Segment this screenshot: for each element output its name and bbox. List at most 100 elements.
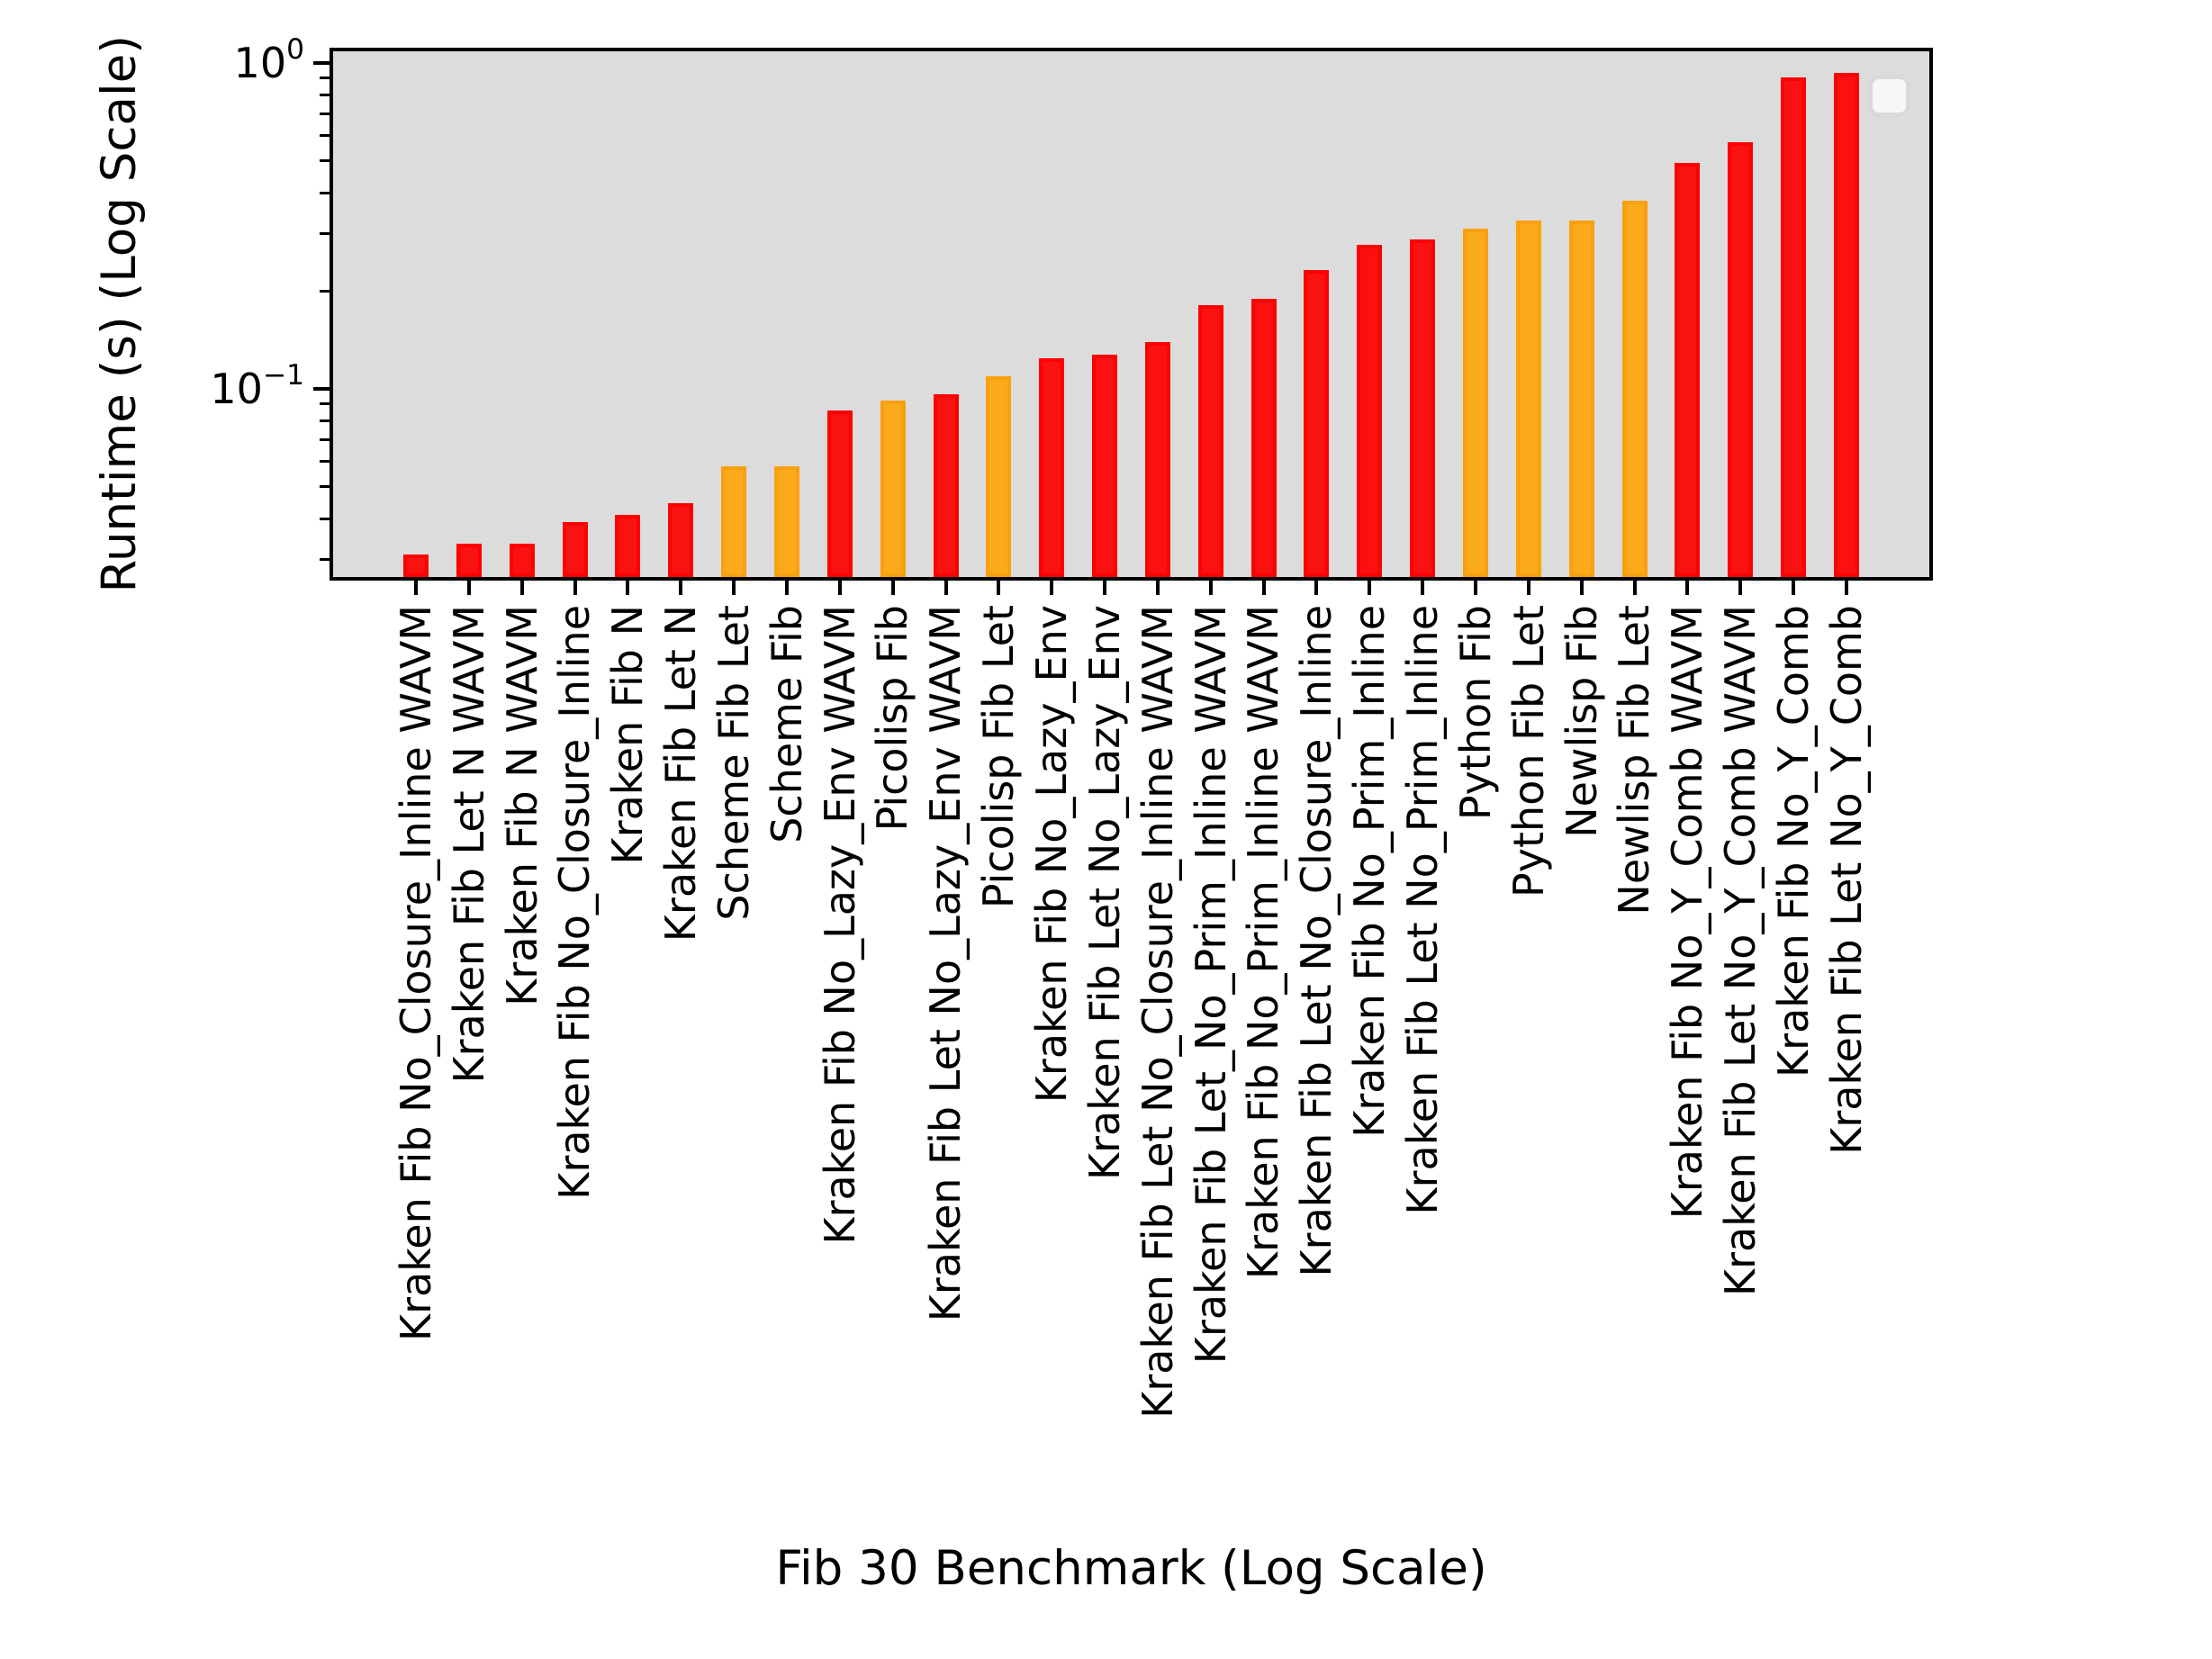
y-minor-tick (320, 77, 330, 80)
x-tick (1632, 581, 1637, 595)
x-tick (1474, 581, 1477, 595)
x-tick (1844, 581, 1848, 595)
x-tick (414, 581, 418, 595)
x-tick (732, 581, 736, 595)
x-tick (1738, 581, 1743, 595)
x-tick-label: Kraken Fib N (600, 605, 655, 864)
x-tick-label: Kraken Fib No_Closure_Inline WAVM (389, 605, 443, 1341)
x-tick-label-text: Kraken Fib N WAVM (497, 605, 546, 1006)
y-axis-label: Runtime (s) (Log Scale) (92, 35, 148, 593)
x-tick-label-text: Kraken Fib Let No_Lazy_Env (1079, 605, 1129, 1181)
x-tick (1261, 581, 1266, 595)
bar (1410, 239, 1436, 577)
x-tick-label: Python Fib Let (1502, 605, 1556, 897)
bar (668, 503, 694, 577)
bar (1463, 229, 1488, 577)
bar (1197, 304, 1223, 577)
x-tick-label-text: Python Fib (1450, 605, 1500, 821)
bar (986, 376, 1012, 577)
x-tick (1792, 581, 1796, 595)
x-tick-label-text: Kraken Fib Let N WAVM (444, 605, 493, 1084)
x-tick (466, 581, 471, 595)
x-tick-label-text: Picolisp Fib Let (974, 605, 1024, 909)
x-tick-label-text: Kraken Fib No_Closure_Inline WAVM (391, 605, 440, 1341)
y-minor-tick (320, 191, 330, 194)
x-tick-label: Kraken Fib Let N WAVM (442, 605, 496, 1084)
bar (456, 543, 482, 577)
y-minor-tick (320, 485, 330, 489)
x-tick (890, 581, 895, 595)
x-tick (1526, 581, 1530, 595)
y-minor-tick (320, 112, 330, 115)
y-minor-tick (320, 437, 330, 441)
legend-box (1868, 75, 1910, 117)
x-tick (1314, 581, 1319, 595)
y-minor-tick (320, 419, 330, 422)
x-tick-label: Newlisp Fib (1555, 605, 1609, 838)
x-axis-label: Fib 30 Benchmark (Log Scale) (775, 1541, 1487, 1596)
x-tick (1208, 581, 1213, 595)
x-tick-label-text: Kraken Fib Let No_Prim_Inline (1397, 605, 1447, 1215)
bar (403, 555, 429, 577)
x-tick (1685, 581, 1690, 595)
bar (1728, 142, 1754, 577)
y-minor-tick (320, 517, 330, 520)
x-tick-label: Kraken Fib Let No_Y_Comb WAVM (1713, 605, 1767, 1296)
x-tick (1103, 581, 1107, 595)
y-minor-tick (320, 557, 330, 561)
bar (1833, 73, 1859, 577)
x-tick-label: Python Fib (1449, 605, 1503, 820)
bar (933, 394, 959, 577)
bar (509, 543, 535, 577)
x-tick-label-text: Kraken Fib N (603, 605, 653, 865)
x-tick-label-text: Kraken Fib No_Closure_Inline (550, 605, 600, 1200)
x-tick (1368, 581, 1372, 595)
y-minor-tick (320, 231, 330, 235)
x-tick-label-text: Kraken Fib Let No_Closure_Inline WAVM (1133, 605, 1182, 1419)
bar (880, 401, 906, 577)
plot-area (330, 48, 1933, 581)
bar (1568, 220, 1594, 577)
x-tick-label: Kraken Fib No_Closure_Inline (548, 605, 602, 1200)
x-tick (519, 581, 524, 595)
y-minor-tick (320, 159, 330, 163)
bar (721, 465, 747, 577)
bar (1675, 162, 1701, 577)
bar (826, 410, 853, 577)
bar (1092, 355, 1118, 577)
x-tick-label-text: Kraken Fib No_Prim_Inline (1345, 605, 1395, 1138)
x-tick-label-text: Scheme Fib (762, 605, 811, 843)
y-tick-label: 10−1 (210, 358, 304, 413)
x-tick-label: Kraken Fib No_Prim_Inline (1342, 605, 1396, 1138)
x-tick-label: Kraken Fib Let No_Y_Comb (1819, 605, 1873, 1155)
x-tick (1050, 581, 1054, 595)
x-tick (1421, 581, 1425, 595)
x-tick-label: Kraken Fib No_Y_Comb WAVM (1660, 605, 1714, 1219)
x-tick-label-text: Kraken Fib Let_No_Prim_Inline WAVM (1186, 605, 1235, 1365)
x-tick-label: Kraken Fib N WAVM (495, 605, 549, 1006)
x-tick-label-text: Kraken Fib No_Y_Comb (1768, 605, 1818, 1077)
x-tick (784, 581, 789, 595)
x-tick-label-text: Kraken Fib Let No_Y_Comb WAVM (1716, 605, 1765, 1297)
x-tick-label-text: Python Fib Let (1503, 605, 1553, 897)
x-tick-label-text: Kraken Fib Let No_Y_Comb (1821, 605, 1871, 1155)
x-tick-label: Kraken Fib No_Y_Comb (1766, 605, 1820, 1077)
bar (1781, 77, 1807, 577)
y-major-tick (313, 387, 330, 391)
x-tick-label-text: Kraken Fib No_Lazy_Env (1027, 605, 1077, 1104)
x-tick (837, 581, 842, 595)
bar (1621, 200, 1648, 577)
x-tick-label: Picolisp Fib (866, 605, 920, 831)
bar (1515, 220, 1541, 577)
x-tick-label-text: Kraken Fib Let N (656, 605, 706, 942)
x-tick (679, 581, 683, 595)
y-tick-label: 100 (233, 32, 304, 87)
y-minor-tick (320, 289, 330, 293)
x-tick-label-text: Kraken Fib Let No_Lazy_Env WAVM (921, 605, 971, 1322)
x-tick (1155, 581, 1160, 595)
bar (1144, 342, 1170, 577)
x-tick-label: Kraken Fib Let No_Lazy_Env (1078, 605, 1132, 1180)
x-tick-label: Picolisp Fib Let (971, 605, 1025, 908)
bar (773, 465, 799, 577)
bar (562, 522, 588, 577)
